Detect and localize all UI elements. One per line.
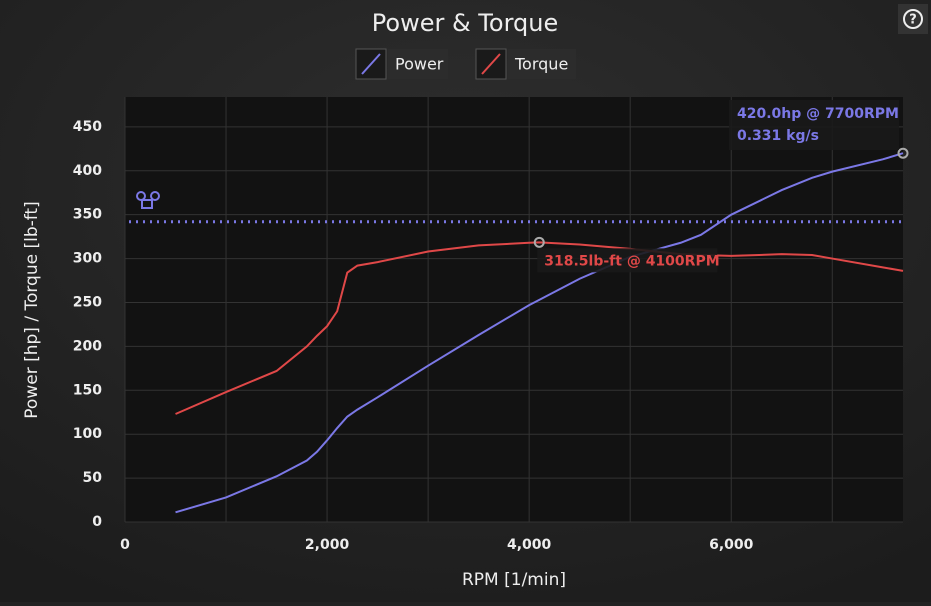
x-tick-label: 2,000 xyxy=(305,537,350,553)
y-tick-label: 400 xyxy=(73,163,102,179)
annotation-text: 0.331 kg/s xyxy=(737,128,819,144)
help-text[interactable]: ? xyxy=(909,13,917,28)
x-tick-label: 4,000 xyxy=(507,537,552,553)
y-tick-label: 200 xyxy=(73,338,102,354)
legend-text-bg xyxy=(508,49,576,79)
plot-area xyxy=(125,97,903,522)
peak-marker xyxy=(533,236,545,248)
legend-label: Power xyxy=(395,55,444,74)
y-tick-label: 300 xyxy=(73,251,102,267)
legend-line xyxy=(361,53,381,75)
chart-title: Power & Torque xyxy=(372,9,558,37)
annotation-text: 420.0hp @ 7700RPM xyxy=(737,106,899,122)
y-tick-label: 250 xyxy=(73,294,102,310)
y-tick-label: 150 xyxy=(73,382,102,398)
limiter-icon xyxy=(136,191,160,209)
y-tick-label: 0 xyxy=(92,514,102,530)
series-line xyxy=(175,152,904,514)
help-icon[interactable] xyxy=(903,9,923,29)
annotation-bg xyxy=(537,248,718,273)
x-axis-label: RPM [1/min] xyxy=(462,570,566,590)
y-tick-label: 50 xyxy=(83,470,103,486)
x-tick-label: 6,000 xyxy=(709,537,754,553)
y-axis-label: Power [hp] / Torque [lb-ft] xyxy=(22,201,42,418)
y-tick-label: 100 xyxy=(73,426,102,442)
annotation-bg xyxy=(729,100,899,150)
y-tick-label: 450 xyxy=(73,119,102,135)
legend-line xyxy=(481,53,501,75)
x-tick-label: 0 xyxy=(120,537,130,553)
peak-marker xyxy=(897,147,909,159)
legend-label: Torque xyxy=(514,55,568,74)
series-line xyxy=(175,241,904,415)
y-tick-label: 350 xyxy=(73,207,102,223)
legend-text-bg xyxy=(388,49,448,79)
annotation-text: 318.5lb-ft @ 4100RPM xyxy=(544,253,719,269)
